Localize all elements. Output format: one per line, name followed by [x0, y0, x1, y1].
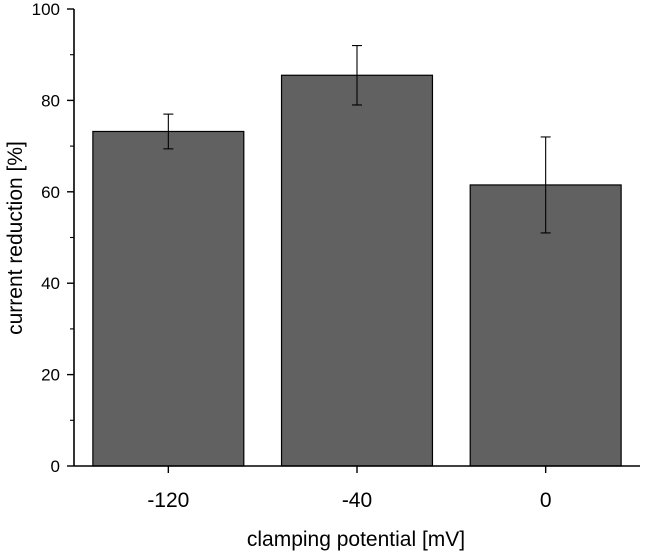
x-tick-label-0: 0	[540, 489, 552, 512]
error-bar--120	[163, 113, 174, 150]
y-tick-label-100: 100	[32, 0, 60, 19]
y-tick-label-40: 40	[41, 274, 60, 293]
x-tick-label--40: -40	[342, 489, 372, 512]
y-tick-label-80: 80	[41, 91, 60, 110]
y-tick-label-60: 60	[41, 183, 60, 202]
axes: -120 -40 0 0 20 40 60 80 100	[32, 0, 640, 512]
x-tick-label--120: -120	[147, 489, 189, 512]
y-axis-title: current reduction [%]	[4, 141, 27, 335]
bars	[92, 74, 622, 467]
error-bars	[163, 45, 551, 234]
error-bar--40	[352, 45, 362, 106]
error-bar-0	[540, 136, 551, 234]
bar--40	[280, 74, 434, 467]
x-axis-title: clamping potential [mV]	[247, 528, 465, 551]
bar--120	[92, 130, 245, 467]
y-tick-label-0: 0	[51, 457, 60, 476]
y-tick-label-20: 20	[41, 366, 60, 385]
